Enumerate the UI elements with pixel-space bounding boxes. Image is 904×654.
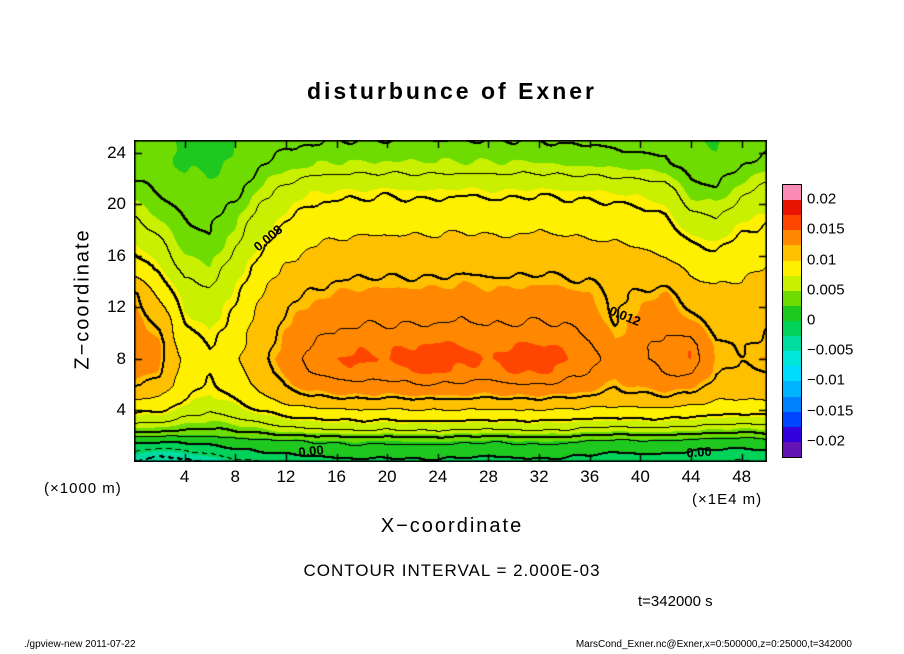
footer-left: ./gpview-new 2011-07-22 — [24, 639, 136, 650]
colorbar-tick-label: 0 — [807, 311, 816, 329]
y-tick-label: 4 — [116, 400, 126, 420]
y-tick-label: 24 — [107, 142, 126, 162]
colorbar-tick-label: 0.01 — [807, 251, 837, 269]
colorbar-segment — [783, 185, 801, 201]
colorbar-segment — [783, 336, 801, 352]
colorbar-segment — [783, 320, 801, 337]
colorbar-segment — [783, 351, 801, 367]
colorbar-segment — [783, 411, 801, 427]
colorbar-segment — [783, 200, 801, 216]
colorbar-segment — [783, 366, 801, 382]
x-tick-label: 36 — [580, 467, 600, 486]
colorbar-tick-label: −0.005 — [807, 341, 854, 359]
x-tick-label: 20 — [377, 467, 397, 486]
footer-right: MarsCond_Exner.nc@Exner,x=0:500000,z=0:2… — [575, 639, 852, 650]
y-tick-label: 12 — [107, 297, 126, 317]
y-axis-unit: (×1000 m) — [44, 480, 122, 497]
x-tick-label: 40 — [630, 467, 650, 486]
x-tick-label: 48 — [732, 467, 752, 486]
colorbar-segment — [783, 215, 801, 231]
colorbar-tick-label: −0.02 — [807, 432, 845, 450]
colorbar-segment — [783, 305, 801, 321]
contour-interval-text: CONTOUR INTERVAL = 2.000E-03 — [303, 561, 601, 580]
colorbar-segment — [783, 441, 801, 457]
colorbar-tick-label: −0.01 — [807, 371, 845, 389]
colorbar-segment — [783, 230, 801, 246]
x-tick-label: 4 — [179, 467, 190, 486]
x-tick-label: 28 — [479, 467, 498, 486]
contour-plot-canvas — [134, 140, 767, 462]
time-stamp: t=342000 s — [638, 593, 713, 610]
y-tick-label: 8 — [116, 348, 126, 368]
y-tick-label: 20 — [107, 194, 126, 214]
x-tick-label: 16 — [327, 467, 347, 486]
colorbar-tick-label: 0.015 — [807, 220, 845, 238]
colorbar-segment — [783, 260, 801, 276]
colorbar-tick-label: 0.005 — [807, 281, 845, 299]
x-tick-label: 12 — [276, 467, 296, 486]
colorbar — [782, 184, 802, 458]
x-tick-label: 44 — [681, 467, 701, 486]
x-tick-label: 32 — [529, 467, 549, 486]
colorbar-segment — [783, 245, 801, 261]
colorbar-segment — [783, 290, 801, 306]
colorbar-segment — [783, 381, 801, 397]
x-axis-unit: (×1E4 m) — [692, 491, 763, 508]
colorbar-segment — [783, 426, 801, 442]
colorbar-tick-label: 0.02 — [807, 190, 837, 208]
contour-plot: 0.008 0.012 0.00 0.00 — [134, 140, 767, 462]
y-tick-label: 16 — [107, 245, 126, 265]
colorbar-segment — [783, 396, 801, 412]
x-axis-label: X−coordinate — [380, 515, 524, 537]
colorbar-segment — [783, 275, 801, 291]
x-tick-label: 8 — [230, 467, 240, 486]
chart-title: disturbunce of Exner — [306, 78, 598, 104]
colorbar-tick-label: −0.015 — [807, 402, 854, 420]
x-tick-label: 24 — [428, 467, 448, 486]
